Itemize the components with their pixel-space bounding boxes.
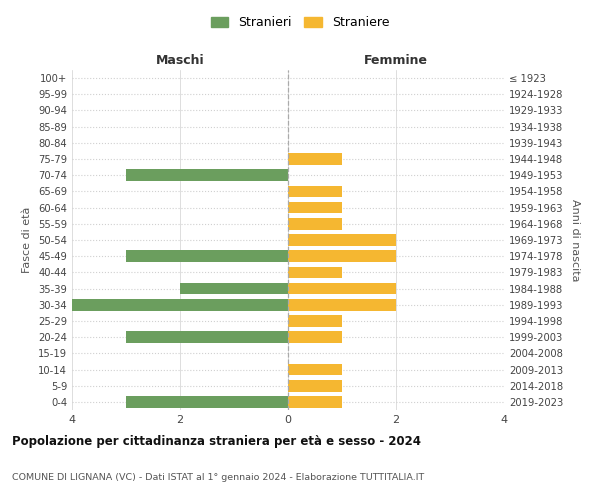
Legend: Stranieri, Straniere: Stranieri, Straniere (206, 11, 394, 34)
Bar (288, 234, 396, 246)
Text: COMUNE DI LIGNANA (VC) - Dati ISTAT al 1° gennaio 2024 - Elaborazione TUTTITALIA: COMUNE DI LIGNANA (VC) - Dati ISTAT al 1… (12, 472, 424, 482)
Bar (126, 170, 288, 181)
Text: Femmine: Femmine (364, 54, 428, 67)
Bar (288, 266, 342, 278)
Bar (288, 396, 342, 407)
Bar (288, 250, 396, 262)
Bar (72, 299, 288, 310)
Bar (126, 332, 288, 343)
Bar (288, 364, 342, 376)
Bar (288, 332, 342, 343)
Bar (288, 282, 396, 294)
Bar (126, 250, 288, 262)
Text: Popolazione per cittadinanza straniera per età e sesso - 2024: Popolazione per cittadinanza straniera p… (12, 435, 421, 448)
Bar (288, 218, 342, 230)
Bar (288, 315, 342, 327)
Bar (126, 396, 288, 407)
Y-axis label: Anni di nascita: Anni di nascita (570, 198, 580, 281)
Bar (180, 282, 288, 294)
Bar (288, 299, 396, 310)
Text: Maschi: Maschi (155, 54, 205, 67)
Bar (288, 153, 342, 165)
Bar (288, 202, 342, 213)
Y-axis label: Fasce di età: Fasce di età (22, 207, 32, 273)
Bar (288, 186, 342, 198)
Bar (288, 380, 342, 392)
